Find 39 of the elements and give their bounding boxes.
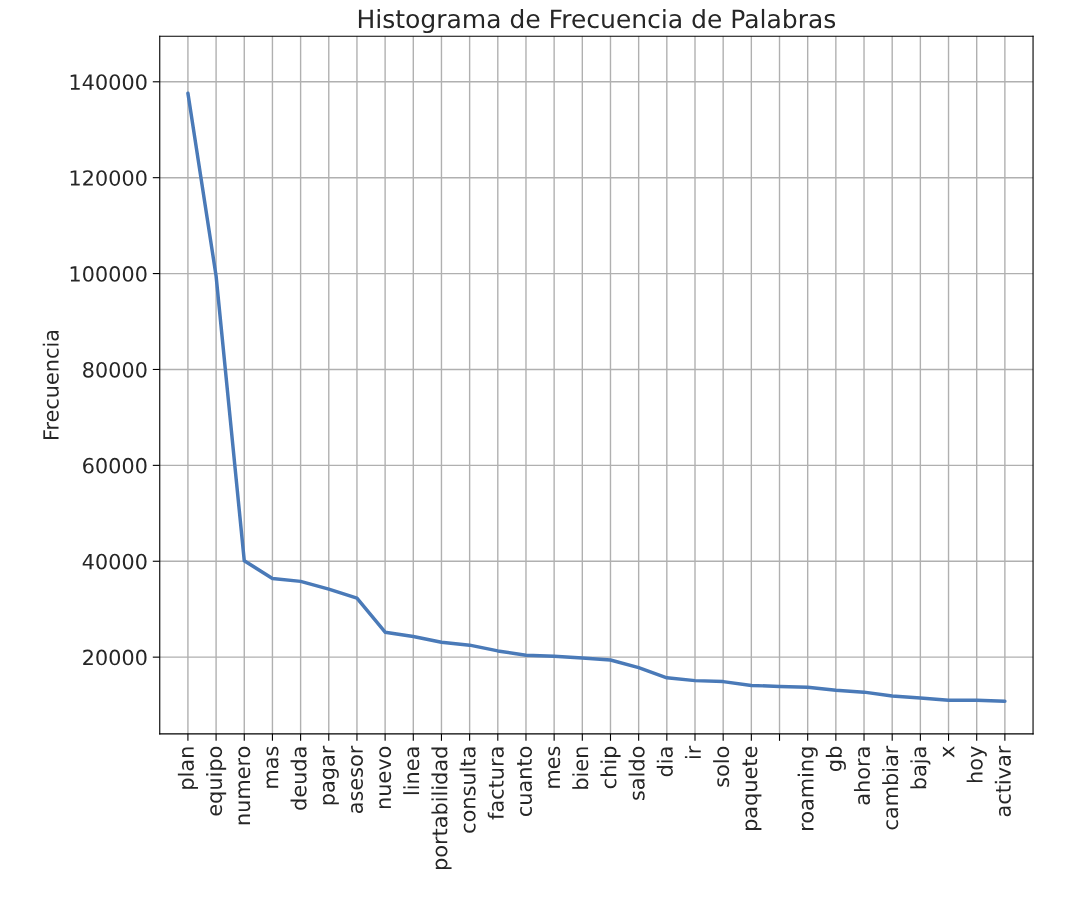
y-tick-label: 20000 — [83, 649, 147, 666]
y-tick-label: 40000 — [82, 553, 147, 570]
y-axis-title: Frecuencia — [42, 330, 59, 440]
x-tick-label: linea — [403, 747, 420, 795]
x-tick-label: ir — [684, 745, 701, 759]
x-tick-label: nuevo — [379, 746, 392, 809]
x-tick-label: mas — [266, 746, 279, 788]
x-tick-label: asesor — [351, 745, 363, 814]
y-tick-label: 140000 — [70, 74, 147, 90]
x-tick-label: chip — [600, 746, 621, 789]
x-tick-label: mes — [548, 746, 561, 788]
x-tick-label: numero — [238, 746, 251, 825]
y-tick-label: 120000 — [70, 170, 147, 186]
x-tick-label: equipo — [206, 746, 227, 816]
x-tick-label: hoy — [966, 746, 987, 783]
x-tick-label: activar — [994, 745, 1011, 817]
x-tick-label: gb — [825, 746, 846, 771]
x-tick-label: baja — [910, 747, 931, 789]
x-tick-label: solo — [713, 746, 730, 787]
line-series — [186, 91, 1007, 703]
x-tick-label: ahora — [853, 747, 871, 805]
y-tick-label: 100000 — [70, 266, 147, 282]
x-tick-label: paquete — [742, 746, 762, 830]
x-tick-label: x — [942, 746, 955, 758]
x-tick-label: bien — [572, 747, 589, 789]
x-tick-label: cuanto — [517, 746, 533, 817]
x-tick-label: pagar — [322, 745, 339, 805]
chart-title: Histograma de Frecuencia de Palabras — [358, 8, 836, 34]
x-tick-label: consulta — [459, 747, 476, 833]
x-tick-label: plan — [177, 747, 198, 789]
y-tick-label: 80000 — [83, 361, 147, 378]
y-tick-label: 60000 — [83, 457, 147, 474]
x-tick-label: factura — [487, 747, 504, 820]
x-tick-label: saldo — [628, 746, 645, 800]
x-tick-label: portabilidad — [431, 747, 452, 870]
x-tick-label: deuda — [290, 747, 307, 810]
x-tick-label: roaming — [797, 747, 818, 830]
x-tick-label: cambiar — [882, 745, 899, 830]
x-tick-label: dia — [656, 747, 673, 777]
